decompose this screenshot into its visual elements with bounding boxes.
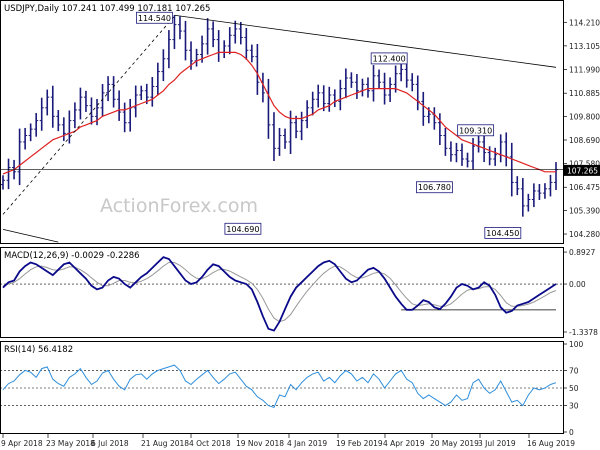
price-layer: 114.540 104.690 112.400 109.310 106.780 104.4… — [0, 11, 564, 243]
price-tick-label: 107.580 — [569, 160, 600, 169]
price-tick-label: 104.280 — [569, 230, 600, 239]
macd-main-line — [2, 256, 557, 332]
price-label: 109.310 — [459, 126, 492, 135]
rsi-header: RSI(14) 56.4182 — [4, 345, 73, 355]
macd-layer — [0, 256, 564, 332]
trendline-0 — [2, 15, 175, 215]
rsi-tick-label: 70 — [569, 366, 579, 375]
price-header: USDJPY,Daily 107.241 107.499 107.181 107… — [4, 4, 210, 14]
price-label: 112.400 — [373, 54, 406, 63]
price-tick-label: 106.475 — [569, 183, 600, 192]
trendline-1 — [174, 14, 557, 68]
x-tick-label: 23 May 2018 — [46, 439, 95, 448]
price-panel-frame — [0, 0, 564, 244]
x-tick-label: 3 Jul 2019 — [478, 439, 516, 448]
current-price-label: 107.265 — [567, 166, 598, 175]
price-tick-label: 113.105 — [569, 42, 600, 51]
price-label: 104.450 — [486, 229, 519, 238]
rsi-tick-label: 50 — [569, 384, 579, 393]
price-label-box — [370, 52, 408, 65]
axis-layer: 114.210 113.105 111.990 110.885 109.800 108.6… — [1, 18, 600, 448]
rsi-line — [2, 364, 557, 409]
price-label-box — [484, 227, 522, 239]
rsi-tick-label: 100 — [569, 340, 584, 349]
x-tick-label: 21 Aug 2018 — [141, 439, 189, 448]
price-label-box — [224, 222, 262, 235]
price-label-box — [136, 11, 173, 24]
macd-tick-label: 0.8927 — [569, 248, 595, 257]
x-tick-label: 20 May 2019 — [430, 439, 479, 448]
macd-tick-label: 0.00 — [569, 280, 586, 289]
price-label-box — [457, 124, 495, 137]
price-tick-label: 114.210 — [569, 18, 600, 27]
trendline-2 — [2, 228, 59, 243]
macd-header: MACD(12,26,9) -0.0029 -0.2286 — [4, 251, 140, 261]
x-tick-label: 19 Feb 2019 — [336, 439, 383, 448]
price-tick-label: 105.390 — [569, 206, 600, 215]
price-tick-label: 111.990 — [569, 66, 600, 75]
x-tick-label: 4 Apr 2019 — [383, 439, 425, 448]
price-label: 106.780 — [418, 183, 451, 192]
price-tick-label: 109.800 — [569, 112, 600, 121]
rsi-tick-label: 30 — [569, 402, 579, 411]
price-tick-label: 110.885 — [569, 89, 600, 98]
rsi-panel-frame — [0, 341, 564, 434]
x-tick-label: 19 Nov 2018 — [236, 439, 284, 448]
current-price-tag — [564, 164, 600, 176]
x-tick-label: 4 Oct 2018 — [189, 439, 231, 448]
price-label: 114.540 — [138, 14, 171, 23]
x-tick-label: 6 Jul 2018 — [91, 439, 129, 448]
watermark: ActionForex.com — [100, 195, 258, 217]
rsi-tick-label: 0 — [569, 428, 574, 437]
price-label-box — [416, 181, 453, 194]
macd-tick-label: -1.3378 — [569, 328, 598, 337]
moving-average-line — [2, 51, 556, 175]
rsi-layer — [0, 364, 564, 409]
x-tick-label: 4 Jan 2019 — [287, 439, 327, 448]
macd-signal-line — [2, 262, 557, 323]
macd-panel-frame — [0, 247, 564, 338]
x-tick-label: 16 Aug 2019 — [527, 439, 575, 448]
x-tick-label: 9 Apr 2018 — [1, 439, 43, 448]
price-tick-label: 108.690 — [569, 136, 600, 145]
price-label: 104.690 — [226, 225, 259, 234]
